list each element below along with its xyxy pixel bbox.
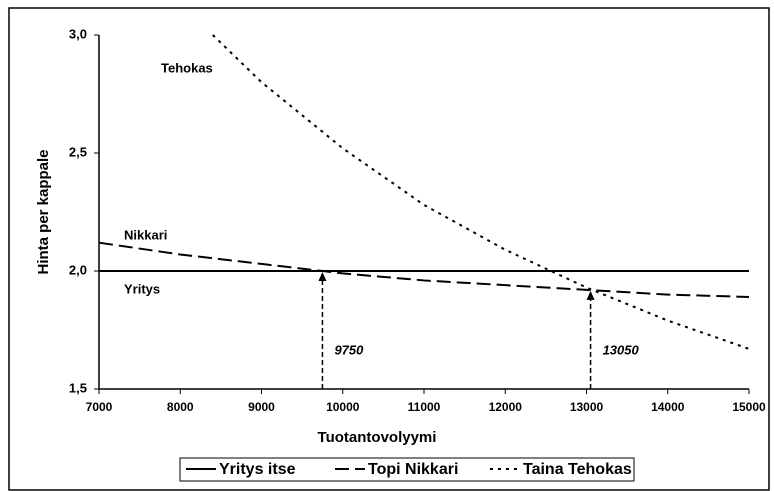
curve-label: Yritys [124,281,160,296]
arrow-head [318,272,327,281]
x-tick-label: 11000 [408,400,441,414]
x-tick-label: 8000 [167,400,194,414]
chart-frame [8,7,770,491]
x-tick-label: 15000 [732,400,766,414]
curve-label: Tehokas [161,60,213,75]
y-axis-title: Hinta per kappale [35,149,52,274]
line-series [98,241,750,298]
y-tick-label: 1,5 [69,380,87,395]
x-tick-label: 10000 [326,400,360,414]
y-tick-label: 3,0 [69,26,87,41]
legend-box [179,457,635,482]
legend-label: Yritys itse [219,461,296,478]
x-tick-label: 9000 [248,400,275,414]
annotation-label: 9750 [334,342,364,357]
x-tick-label: 13000 [570,400,604,414]
line-series [212,34,750,350]
legend-label: Topi Nikkari [368,461,458,478]
x-tick-label: 14000 [651,400,685,414]
x-tick-label: 7000 [86,400,113,414]
annotation-label: 13050 [603,342,640,357]
curve-label: Nikkari [124,227,167,242]
arrow-head [586,290,595,300]
x-tick-label: 12000 [489,400,523,414]
legend-label: Taina Tehokas [523,461,632,478]
y-tick-label: 2,5 [69,144,87,159]
x-axis-title: Tuotantovolyymi [318,429,437,446]
y-tick-label: 2,0 [69,262,87,277]
